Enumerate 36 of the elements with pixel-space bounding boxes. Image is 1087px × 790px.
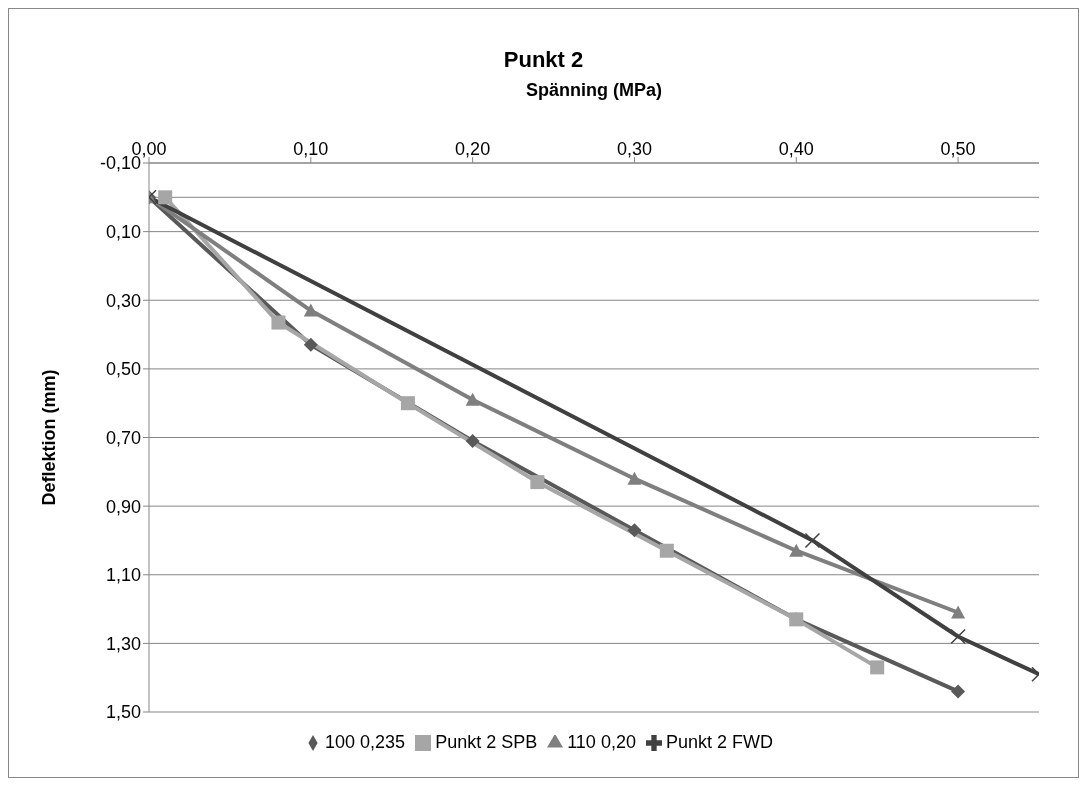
y-tick-label: 0,70 <box>105 427 141 448</box>
point <box>400 396 415 411</box>
point <box>530 475 545 490</box>
point <box>870 660 885 675</box>
point <box>951 605 966 619</box>
x-tick-label: 0,00 <box>131 139 167 159</box>
point <box>627 523 642 538</box>
y-tick-label: 1,30 <box>105 633 141 654</box>
point <box>158 190 173 205</box>
point <box>303 337 318 352</box>
chart-title: Punkt 2 <box>502 47 585 73</box>
point <box>627 471 642 485</box>
point <box>465 392 480 406</box>
point <box>951 684 966 699</box>
y-tick-label: 1,50 <box>105 702 141 723</box>
point <box>659 543 674 558</box>
legend-label: Punkt 2 FWD <box>665 732 773 752</box>
legend-label: Punkt 2 SPB <box>435 732 538 752</box>
point <box>303 303 318 317</box>
legend-label: 110 0,20 <box>567 732 636 752</box>
y-tick-label: 0,30 <box>105 290 141 311</box>
x-tick-label: 0,30 <box>616 139 652 159</box>
x-tick-label: 0,20 <box>455 139 491 159</box>
x-tick-label: 0,40 <box>778 139 814 159</box>
point <box>271 315 286 330</box>
y-tick-label: 1,10 <box>105 565 141 586</box>
legend-label: 100 0,235 <box>325 732 406 752</box>
y-axis-title: Deflektion (mm) <box>39 369 60 506</box>
x-tick-label: 0,10 <box>293 139 329 159</box>
x-axis-title: Spänning (MPa) <box>526 79 662 100</box>
x-tick-label: 0,50 <box>940 139 976 159</box>
y-tick-label: 0,90 <box>105 496 141 517</box>
y-tick-label: 0,50 <box>105 359 141 380</box>
point <box>789 543 804 557</box>
y-tick-label: 0,10 <box>105 222 141 243</box>
point <box>465 433 480 448</box>
